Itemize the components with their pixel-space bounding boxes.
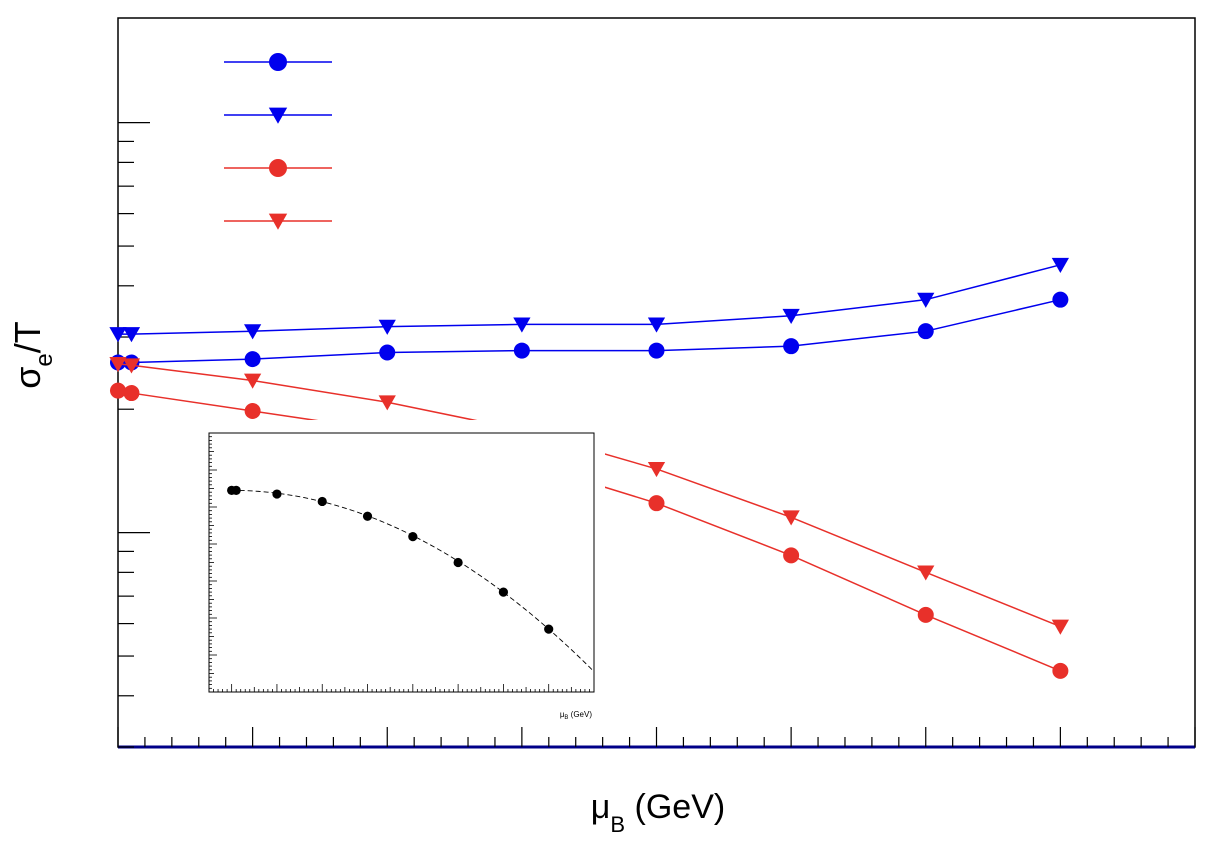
data-point-triangle	[647, 462, 666, 478]
data-point-triangle	[1051, 257, 1069, 274]
inset-data-point	[317, 496, 327, 507]
legend-marker	[269, 159, 287, 177]
legend-item	[224, 159, 332, 177]
data-point-circle	[783, 547, 800, 564]
series-2	[109, 257, 1069, 343]
data-point-triangle	[782, 308, 800, 324]
data-point-triangle	[244, 324, 262, 340]
inset-data-point	[498, 587, 509, 597]
data-point-triangle	[378, 395, 396, 411]
series-1	[110, 291, 1069, 371]
inset-background	[150, 420, 605, 720]
data-point-circle	[648, 342, 665, 359]
x-axis-title: μB (GeV)	[591, 788, 725, 837]
inset-x-axis-title: μB (GeV)	[560, 710, 593, 721]
inset-data-point	[362, 511, 373, 521]
data-point-triangle	[109, 327, 127, 343]
data-point-triangle	[244, 373, 262, 389]
legend-item	[224, 107, 332, 124]
data-point-circle	[917, 323, 934, 340]
legend-marker	[269, 53, 287, 71]
data-point-triangle	[917, 292, 935, 308]
data-point-triangle	[378, 319, 396, 335]
data-point-circle	[123, 385, 140, 402]
data-point-triangle	[513, 317, 531, 333]
legend-item	[224, 53, 332, 71]
data-point-triangle	[647, 317, 666, 333]
legend-marker	[268, 213, 288, 230]
inset-plot: μB (GeV)	[150, 420, 605, 721]
data-point-circle	[783, 338, 800, 355]
inset-data-point	[272, 489, 282, 499]
data-point-circle	[1052, 662, 1069, 679]
data-point-circle	[513, 342, 530, 359]
data-point-circle	[244, 351, 261, 368]
data-point-circle	[379, 344, 396, 361]
inset-data-point	[544, 624, 554, 634]
data-point-circle	[110, 382, 126, 399]
legend-item	[224, 213, 332, 230]
y-axis-title: σe/T	[7, 321, 58, 389]
data-point-circle	[244, 403, 261, 420]
inset-data-point	[231, 485, 241, 495]
data-point-triangle	[917, 565, 935, 581]
data-point-circle	[1052, 291, 1069, 308]
data-point-triangle	[122, 358, 141, 374]
data-point-triangle	[109, 356, 127, 373]
inset-data-point	[453, 557, 463, 568]
data-point-circle	[648, 495, 665, 512]
inset-data-point	[408, 532, 418, 542]
legend	[224, 53, 332, 230]
data-point-circle	[917, 606, 934, 623]
data-point-triangle	[122, 327, 141, 343]
legend-marker	[268, 107, 288, 124]
data-point-triangle	[782, 510, 800, 526]
data-point-triangle	[1051, 619, 1069, 635]
